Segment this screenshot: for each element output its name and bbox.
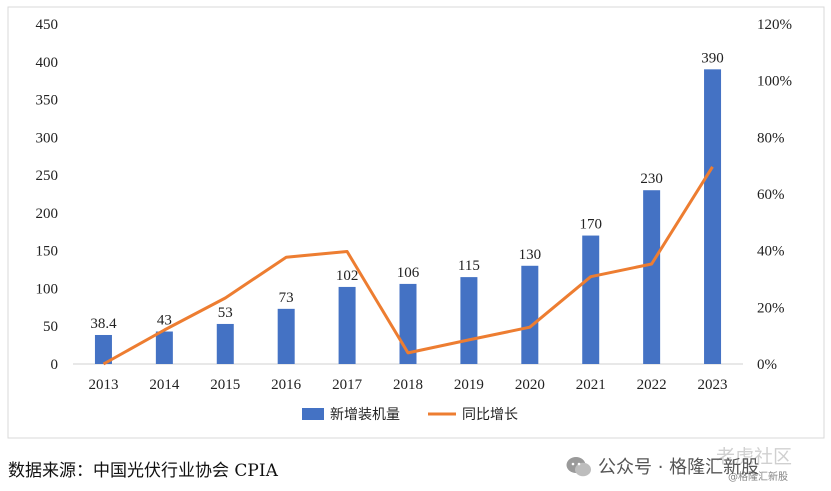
bar [643, 190, 661, 364]
y2-tick-label: 80% [757, 130, 785, 146]
bar-data-label: 390 [701, 50, 724, 66]
y2-tick-label: 0% [757, 357, 777, 373]
x-tick-label: 2021 [576, 377, 606, 393]
legend-bar-label: 新增装机量 [330, 407, 400, 423]
x-tick-label: 2017 [332, 377, 363, 393]
watermark: 老虎社区 公众号 · 格隆汇新股 @格隆汇新股 [566, 446, 828, 486]
bar-data-label: 130 [519, 247, 542, 263]
x-tick-label: 2022 [637, 377, 667, 393]
chart: 0 50 100 150 200 250 300 350 400 450 0% 20% 40% 60% 8… [7, 6, 825, 439]
y-tick-label: 100 [36, 281, 59, 297]
x-tick-label: 2013 [88, 377, 118, 393]
bar-data-label: 102 [336, 268, 359, 284]
bar [704, 69, 722, 364]
x-tick-label: 2023 [698, 377, 728, 393]
plot-border [7, 6, 825, 439]
bar-data-label: 73 [279, 290, 294, 306]
bar-data-label: 115 [458, 258, 480, 274]
y2-tick-label: 20% [757, 300, 785, 316]
growth-line [102, 166, 714, 366]
legend-line-label: 同比增长 [462, 407, 518, 423]
bar [216, 323, 234, 364]
bar [155, 331, 173, 364]
x-tick-label: 2016 [271, 377, 302, 393]
y2-tick-label: 40% [757, 244, 785, 260]
x-tick-label: 2014 [149, 377, 180, 393]
x-tick-label: 2018 [393, 377, 423, 393]
wechat-icon [566, 457, 591, 477]
bar-data-label: 230 [640, 171, 663, 187]
y-tick-label: 50 [43, 319, 58, 335]
y-tick-label: 250 [36, 168, 59, 184]
watermark-small-text: @格隆汇新股 [728, 472, 788, 483]
x-tick-label: 2020 [515, 377, 545, 393]
bar [94, 334, 112, 364]
watermark-text: 公众号 · 格隆汇新股 [598, 457, 760, 478]
legend: 新增装机量 同比增长 [302, 407, 518, 423]
bar-data-label: 38.4 [90, 316, 117, 332]
y-tick-label: 150 [36, 244, 59, 260]
y-tick-label: 200 [36, 206, 59, 222]
y-tick-label: 300 [36, 130, 59, 146]
y-tick-label: 0 [51, 357, 59, 373]
y-tick-label: 450 [36, 17, 59, 33]
bar [277, 308, 295, 364]
y-tick-label: 400 [36, 55, 59, 71]
bar-data-label: 53 [218, 305, 233, 321]
bar [521, 265, 539, 364]
legend-bar-swatch [302, 408, 324, 420]
y2-tick-label: 60% [757, 187, 785, 203]
x-tick-label: 2015 [210, 377, 240, 393]
bar [460, 277, 478, 364]
bar [338, 286, 356, 364]
bar-data-label: 106 [397, 265, 420, 281]
y2-tick-label: 100% [757, 74, 792, 90]
y2-tick-label: 120% [757, 17, 792, 33]
bar-data-label: 170 [579, 217, 602, 233]
watermark-ghost-text: 老虎社区 [716, 446, 793, 468]
chart-frame: 0 50 100 150 200 250 300 350 400 450 0% 20% 40% 60% 8… [7, 6, 825, 439]
bar [582, 235, 600, 364]
bar-data-label: 43 [157, 313, 172, 329]
y-tick-label: 350 [36, 93, 59, 109]
x-tick-label: 2019 [454, 377, 484, 393]
source-note: 数据来源：中国光伏行业协会 CPIA [8, 461, 278, 481]
